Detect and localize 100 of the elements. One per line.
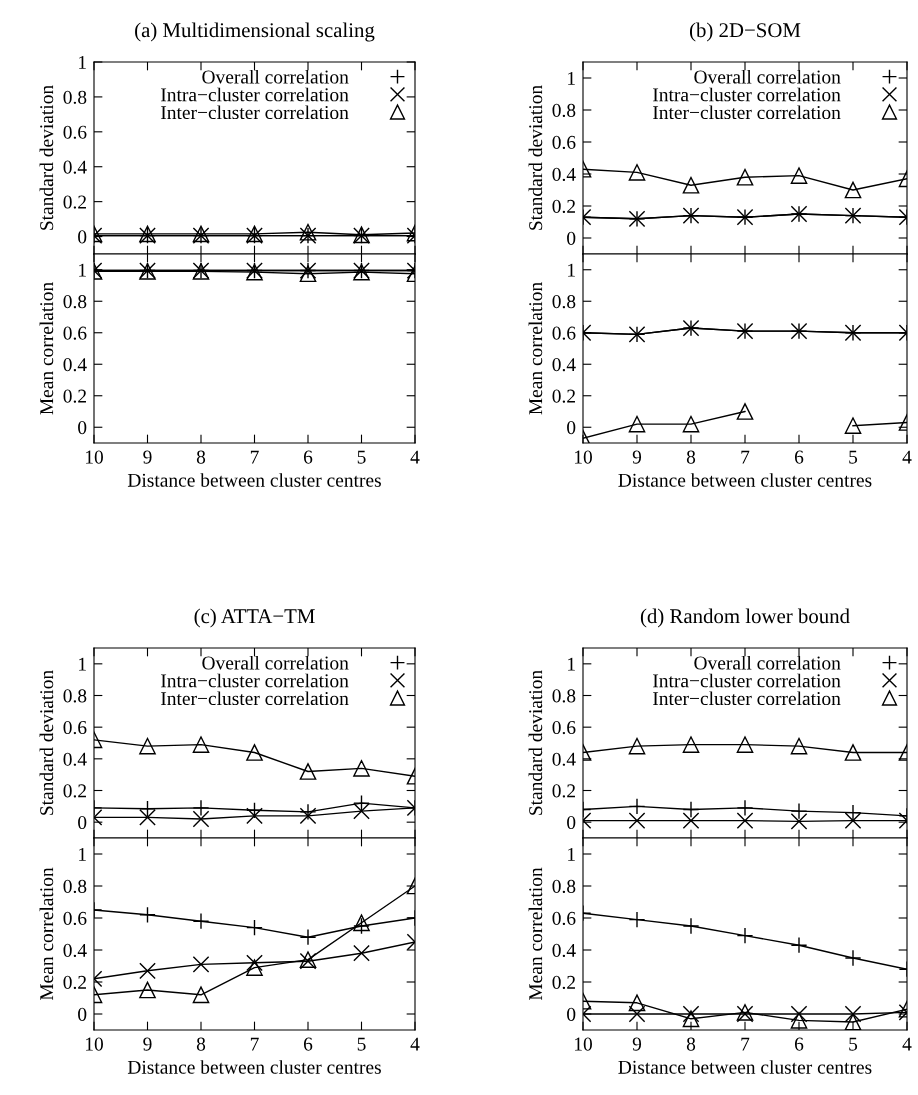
y-tick-label: 0.2	[552, 975, 575, 990]
y-tick-label: 0.6	[552, 326, 576, 340]
y-tick-label: 1	[568, 657, 575, 671]
y-axis-title: Mean correlation	[39, 282, 54, 415]
chart-title: (b) 2D−SOM	[689, 22, 801, 42]
x-tick-label: 4	[410, 1037, 420, 1051]
x-tick-label: 6	[303, 450, 313, 464]
y-tick-label: 0.2	[552, 199, 575, 214]
x-tick-label: 10	[85, 450, 103, 464]
y-tick-label: 0.2	[63, 975, 86, 990]
x-tick-label: 5	[357, 1037, 366, 1051]
y-tick-label: 1	[568, 847, 575, 861]
y-axis-title: Standard deviation	[39, 85, 54, 230]
legend-label: Overall correlation	[694, 69, 841, 84]
x-tick-label: 6	[794, 450, 804, 464]
y-tick-label: 0.4	[552, 943, 576, 958]
y-tick-label: 0.8	[552, 103, 576, 118]
x-axis-title: Distance between cluster centres	[618, 473, 872, 487]
x-tick-label: 7	[741, 450, 750, 464]
y-tick-label: 0.2	[552, 784, 575, 798]
y-tick-label: 0.6	[63, 125, 87, 139]
legend-label: Intra−cluster correlation	[161, 673, 349, 688]
x-axis-title: Distance between cluster centres	[127, 473, 381, 487]
x-tick-label: 8	[686, 450, 696, 464]
legend-label: Inter−cluster correlation	[161, 691, 349, 706]
y-tick-label: 0.6	[63, 720, 87, 735]
x-tick-label: 9	[632, 1037, 642, 1051]
x-tick-label: 6	[794, 1037, 804, 1051]
y-tick-label: 0	[78, 815, 87, 830]
chart-title: (c) ATTA−TM	[194, 608, 315, 628]
x-tick-label: 10	[574, 450, 592, 464]
y-tick-label: 0.6	[552, 720, 576, 735]
legend-label: Intra−cluster correlation	[653, 673, 841, 688]
y-tick-label: 0.4	[552, 358, 576, 372]
y-tick-label: 0	[567, 421, 576, 435]
x-tick-label: 9	[632, 450, 642, 464]
y-tick-label: 0.4	[63, 160, 87, 174]
y-axis-title: Mean correlation	[528, 867, 543, 1001]
y-tick-label: 0	[78, 230, 87, 244]
y-tick-label: 0	[567, 1007, 576, 1021]
y-tick-label: 0.6	[552, 911, 576, 926]
x-tick-label: 5	[849, 1037, 858, 1051]
y-tick-label: 0	[567, 815, 576, 830]
legend-label: Inter−cluster correlation	[161, 105, 349, 120]
y-tick-label: 0.2	[63, 195, 86, 209]
y-tick-label: 0.8	[552, 689, 576, 703]
x-tick-label: 8	[686, 1037, 696, 1051]
y-tick-label: 0.2	[63, 784, 86, 798]
x-tick-label: 6	[303, 1037, 313, 1051]
x-tick-label: 8	[196, 450, 206, 464]
x-axis-title: Distance between cluster centres	[127, 1060, 381, 1074]
y-tick-label: 0	[567, 231, 576, 245]
y-tick-label: 0.8	[63, 689, 87, 703]
x-tick-label: 5	[849, 450, 858, 464]
y-tick-label: 1	[568, 263, 575, 277]
x-tick-label: 5	[357, 450, 366, 464]
x-axis-title: Distance between cluster centres	[618, 1060, 872, 1074]
legend-label: Inter−cluster correlation	[653, 691, 841, 706]
x-tick-label: 10	[574, 1037, 592, 1051]
y-axis-title: Standard deviation	[528, 85, 543, 230]
y-tick-label: 0	[78, 421, 87, 435]
y-tick-label: 1	[79, 263, 86, 277]
y-tick-label: 0.8	[552, 295, 576, 309]
legend-label: Overall correlation	[202, 655, 349, 670]
legend-label: Overall correlation	[202, 69, 349, 84]
y-tick-label: 0.8	[63, 879, 87, 894]
y-tick-label: 0.8	[63, 295, 87, 309]
y-axis-title: Standard deviation	[528, 670, 543, 815]
y-tick-label: 0.4	[552, 752, 576, 766]
x-tick-label: 7	[250, 1037, 259, 1051]
y-tick-label: 0.4	[63, 358, 87, 372]
x-tick-label: 7	[741, 1037, 750, 1051]
y-tick-label: 0	[78, 1007, 87, 1021]
x-tick-label: 4	[410, 450, 420, 464]
y-axis-title: Standard deviation	[39, 670, 54, 815]
y-tick-label: 0.8	[552, 879, 576, 894]
legend-label: Intra−cluster correlation	[653, 87, 841, 102]
y-tick-label: 0.8	[63, 90, 87, 104]
chart-title: (d) Random lower bound	[640, 608, 850, 628]
x-tick-label: 4	[902, 1037, 912, 1051]
x-tick-label: 8	[196, 1037, 206, 1051]
y-tick-label: 0.6	[63, 326, 87, 340]
y-tick-label: 1	[568, 71, 575, 85]
y-tick-label: 0.6	[552, 135, 576, 150]
y-tick-label: 0.6	[63, 911, 87, 926]
x-tick-label: 4	[902, 450, 912, 464]
y-tick-label: 1	[79, 657, 86, 671]
x-tick-label: 7	[250, 450, 259, 464]
y-tick-label: 0.4	[63, 943, 87, 958]
y-axis-title: Mean correlation	[528, 282, 543, 415]
y-tick-label: 0.4	[552, 167, 576, 182]
legend-label: Inter−cluster correlation	[653, 105, 841, 120]
legend-label: Intra−cluster correlation	[161, 87, 349, 102]
y-tick-label: 1	[79, 847, 86, 861]
y-tick-label: 0.2	[63, 389, 86, 403]
x-tick-label: 9	[143, 1037, 152, 1051]
chart-title: (a) Multidimensional scaling	[135, 22, 375, 42]
y-tick-label: 0.2	[552, 389, 575, 403]
legend-label: Overall correlation	[694, 655, 841, 670]
y-axis-title: Mean correlation	[39, 867, 54, 1001]
